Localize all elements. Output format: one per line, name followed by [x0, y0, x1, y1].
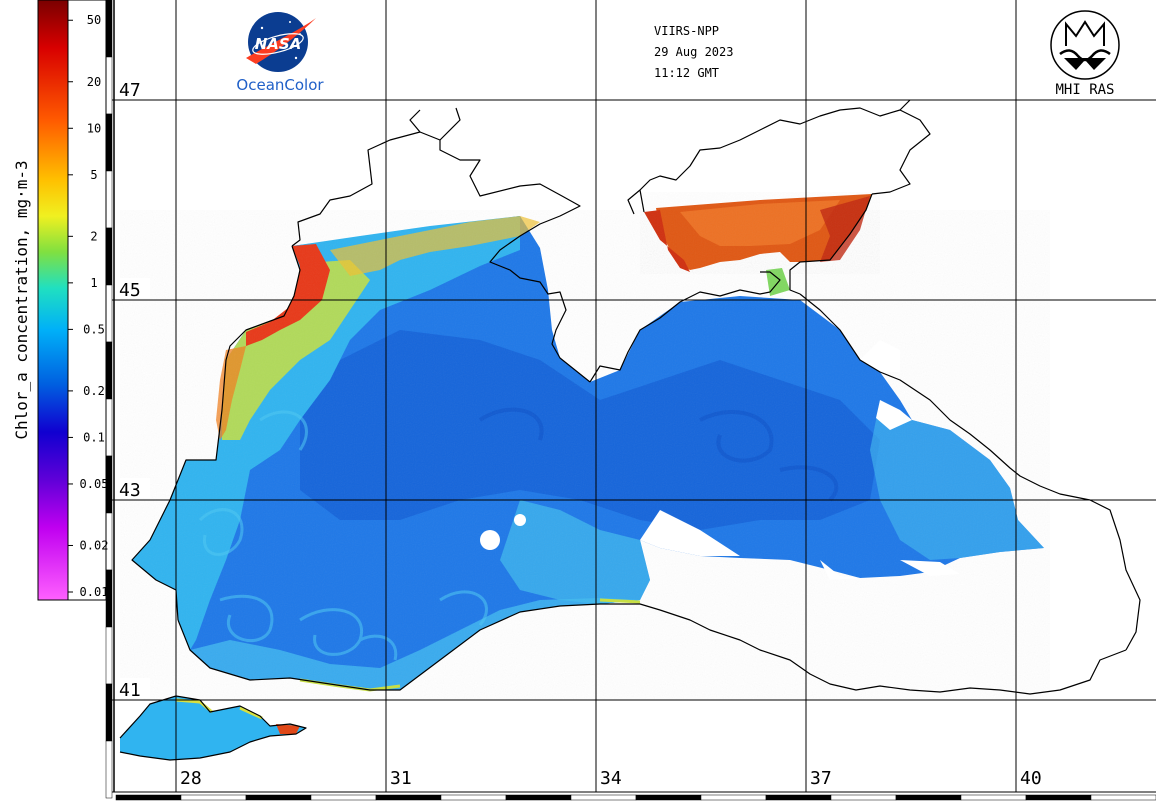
scale-segment [765, 794, 832, 801]
scale-segment [105, 56, 113, 115]
lat-label-43: 43 [119, 480, 141, 501]
scale-segment [570, 794, 637, 801]
oceancolor-caption: OceanColor [236, 76, 324, 94]
header-info: VIIRS-NPP 29 Aug 2023 11:12 GMT [654, 24, 733, 80]
coast-north [291, 131, 591, 383]
scale-segment [105, 341, 113, 400]
colorbar-tick-label: 5 [90, 168, 97, 182]
scale-segment [105, 284, 113, 343]
colorbar-title: Chlor_a concentration, mg·m-3 [12, 160, 31, 439]
scale-segment [440, 794, 507, 801]
scale-segment [635, 794, 702, 801]
scale-segment [105, 170, 113, 229]
colorbar-tick-label: 0.01 [80, 585, 109, 599]
lat-label-47: 47 [119, 80, 141, 101]
colorbar-tick-panel [67, 0, 107, 601]
mhi-ras-logo: MHI RAS [1050, 10, 1120, 98]
scale-segment [105, 740, 113, 799]
colorbar-tick-label: 10 [87, 121, 101, 135]
lon-label-37: 37 [810, 768, 832, 789]
longitude-labels: 28 31 34 37 40 [178, 766, 1052, 789]
lon-label-40: 40 [1020, 768, 1042, 789]
scale-segment [1090, 794, 1156, 801]
colorbar-tick-label: 1 [90, 276, 97, 290]
colorbar-tick-label: 50 [87, 13, 101, 27]
scale-segment [895, 794, 962, 801]
coast-crimea [589, 271, 781, 383]
mhi-caption: MHI RAS [1055, 82, 1114, 98]
lon-label-28: 28 [180, 768, 202, 789]
date-label: 29 Aug 2023 [654, 45, 733, 59]
cloud-patches [480, 340, 960, 580]
coast-azov-south [789, 193, 873, 295]
nasa-logo: NASA OceanColor [236, 12, 324, 94]
colorbar-ticks: 50 20 10 5 2 1 0.5 0.2 0.1 0.05 0.02 0.01 [68, 13, 108, 599]
scale-segment [180, 794, 247, 801]
scale-segment [830, 794, 897, 801]
lon-label-34: 34 [600, 768, 622, 789]
time-label: 11:12 GMT [654, 66, 719, 80]
scale-segment [310, 794, 377, 801]
latitude-labels: 47 45 43 41 [116, 78, 150, 701]
sea-surface [120, 210, 1050, 700]
coast-caucasus [799, 293, 1141, 651]
colorbar: 50 20 10 5 2 1 0.5 0.2 0.1 0.05 0.02 0.01 Chlor_a c… [12, 0, 108, 601]
bottom-scale-bar [115, 794, 1156, 801]
sensor-label: VIIRS-NPP [654, 24, 719, 38]
colorbar-tick-label: 0.02 [80, 538, 109, 552]
scale-segment [105, 398, 113, 457]
scale-segment [105, 683, 113, 742]
colorbar-tick-label: 0.5 [83, 322, 105, 336]
coast-turkey [177, 603, 1127, 695]
left-scale-bar [105, 0, 113, 799]
grid-lines [108, 0, 1156, 792]
nasa-wordmark: NASA [255, 35, 302, 53]
colorbar-tick-label: 0.05 [80, 477, 109, 491]
lat-label-41: 41 [119, 680, 141, 701]
azov-speckle [640, 192, 880, 274]
coast-northwest [131, 245, 301, 621]
scale-segment [115, 794, 182, 801]
azov-sea [640, 192, 880, 274]
marmara-red [276, 724, 300, 734]
marmara-surface [120, 696, 306, 760]
coast-azov [639, 107, 931, 213]
nasa-vector-icon [246, 18, 316, 64]
lat-label-45: 45 [119, 280, 141, 301]
colorbar-tick-label: 20 [87, 75, 101, 89]
marmara-sea [120, 696, 306, 760]
lon-label-31: 31 [390, 768, 412, 789]
scale-segment [105, 0, 113, 58]
scale-segment [1025, 794, 1092, 801]
colorbar-tick-label: 0.2 [83, 384, 105, 398]
colorbar-tick-label: 0.1 [83, 430, 105, 444]
scale-segment [105, 626, 113, 685]
colorbar-ramp [37, 0, 69, 601]
scale-segment [700, 794, 767, 801]
map-frame [108, 0, 1156, 793]
colorbar-tick-label: 2 [90, 229, 97, 243]
scale-segment [105, 227, 113, 286]
scale-segment [375, 794, 442, 801]
scale-segment [960, 794, 1027, 801]
scale-segment [105, 113, 113, 172]
coastlines [119, 99, 1141, 761]
scale-segment [245, 794, 312, 801]
sea-speckle [120, 210, 1050, 700]
scale-segment [505, 794, 572, 801]
